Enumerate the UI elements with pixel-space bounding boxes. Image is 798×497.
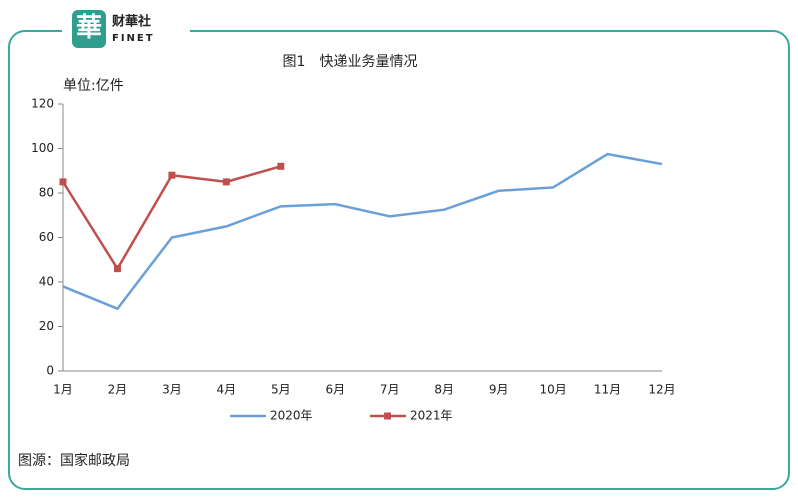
point-marker bbox=[168, 171, 176, 179]
logo-mark: 華 bbox=[76, 13, 102, 43]
logo-sub: FINET bbox=[112, 33, 155, 44]
y-tick-label: 80 bbox=[39, 186, 54, 200]
x-tick-label: 12月 bbox=[648, 383, 675, 397]
legend-label: 2020年 bbox=[270, 409, 313, 423]
x-tick-label: 4月 bbox=[217, 383, 237, 397]
x-tick-label: 6月 bbox=[325, 383, 345, 397]
series-line bbox=[62, 152, 663, 311]
x-tick-label: 3月 bbox=[162, 383, 182, 397]
x-tick-label: 1月 bbox=[53, 383, 73, 397]
chart-title: 图1 快递业务量情况 bbox=[283, 54, 418, 70]
point-marker bbox=[277, 162, 285, 170]
y-tick-label: 120 bbox=[31, 97, 54, 111]
y-tick-label: 60 bbox=[39, 230, 54, 244]
x-tick-label: 2月 bbox=[108, 383, 128, 397]
x-tick-label: 11月 bbox=[594, 383, 621, 397]
y-axis-label: 单位:亿件 bbox=[63, 78, 124, 94]
y-tick-label: 20 bbox=[39, 319, 54, 333]
logo-badge bbox=[72, 10, 106, 48]
y-tick-label: 0 bbox=[46, 364, 54, 378]
point-marker bbox=[113, 265, 121, 273]
point-marker bbox=[59, 178, 67, 186]
y-tick-label: 100 bbox=[31, 141, 54, 155]
point-marker bbox=[222, 178, 230, 186]
legend-label: 2021年 bbox=[410, 409, 453, 423]
y-tick-label: 40 bbox=[39, 275, 54, 289]
x-tick-label: 9月 bbox=[489, 383, 509, 397]
x-tick-label: 7月 bbox=[380, 383, 400, 397]
x-tick-label: 10月 bbox=[539, 383, 566, 397]
x-tick-label: 8月 bbox=[434, 383, 454, 397]
logo-name: 财華社 bbox=[112, 14, 151, 30]
source: 图源：国家邮政局 bbox=[18, 452, 130, 469]
x-tick-label: 5月 bbox=[271, 383, 291, 397]
legend-marker bbox=[384, 412, 391, 420]
frame bbox=[8, 30, 790, 490]
